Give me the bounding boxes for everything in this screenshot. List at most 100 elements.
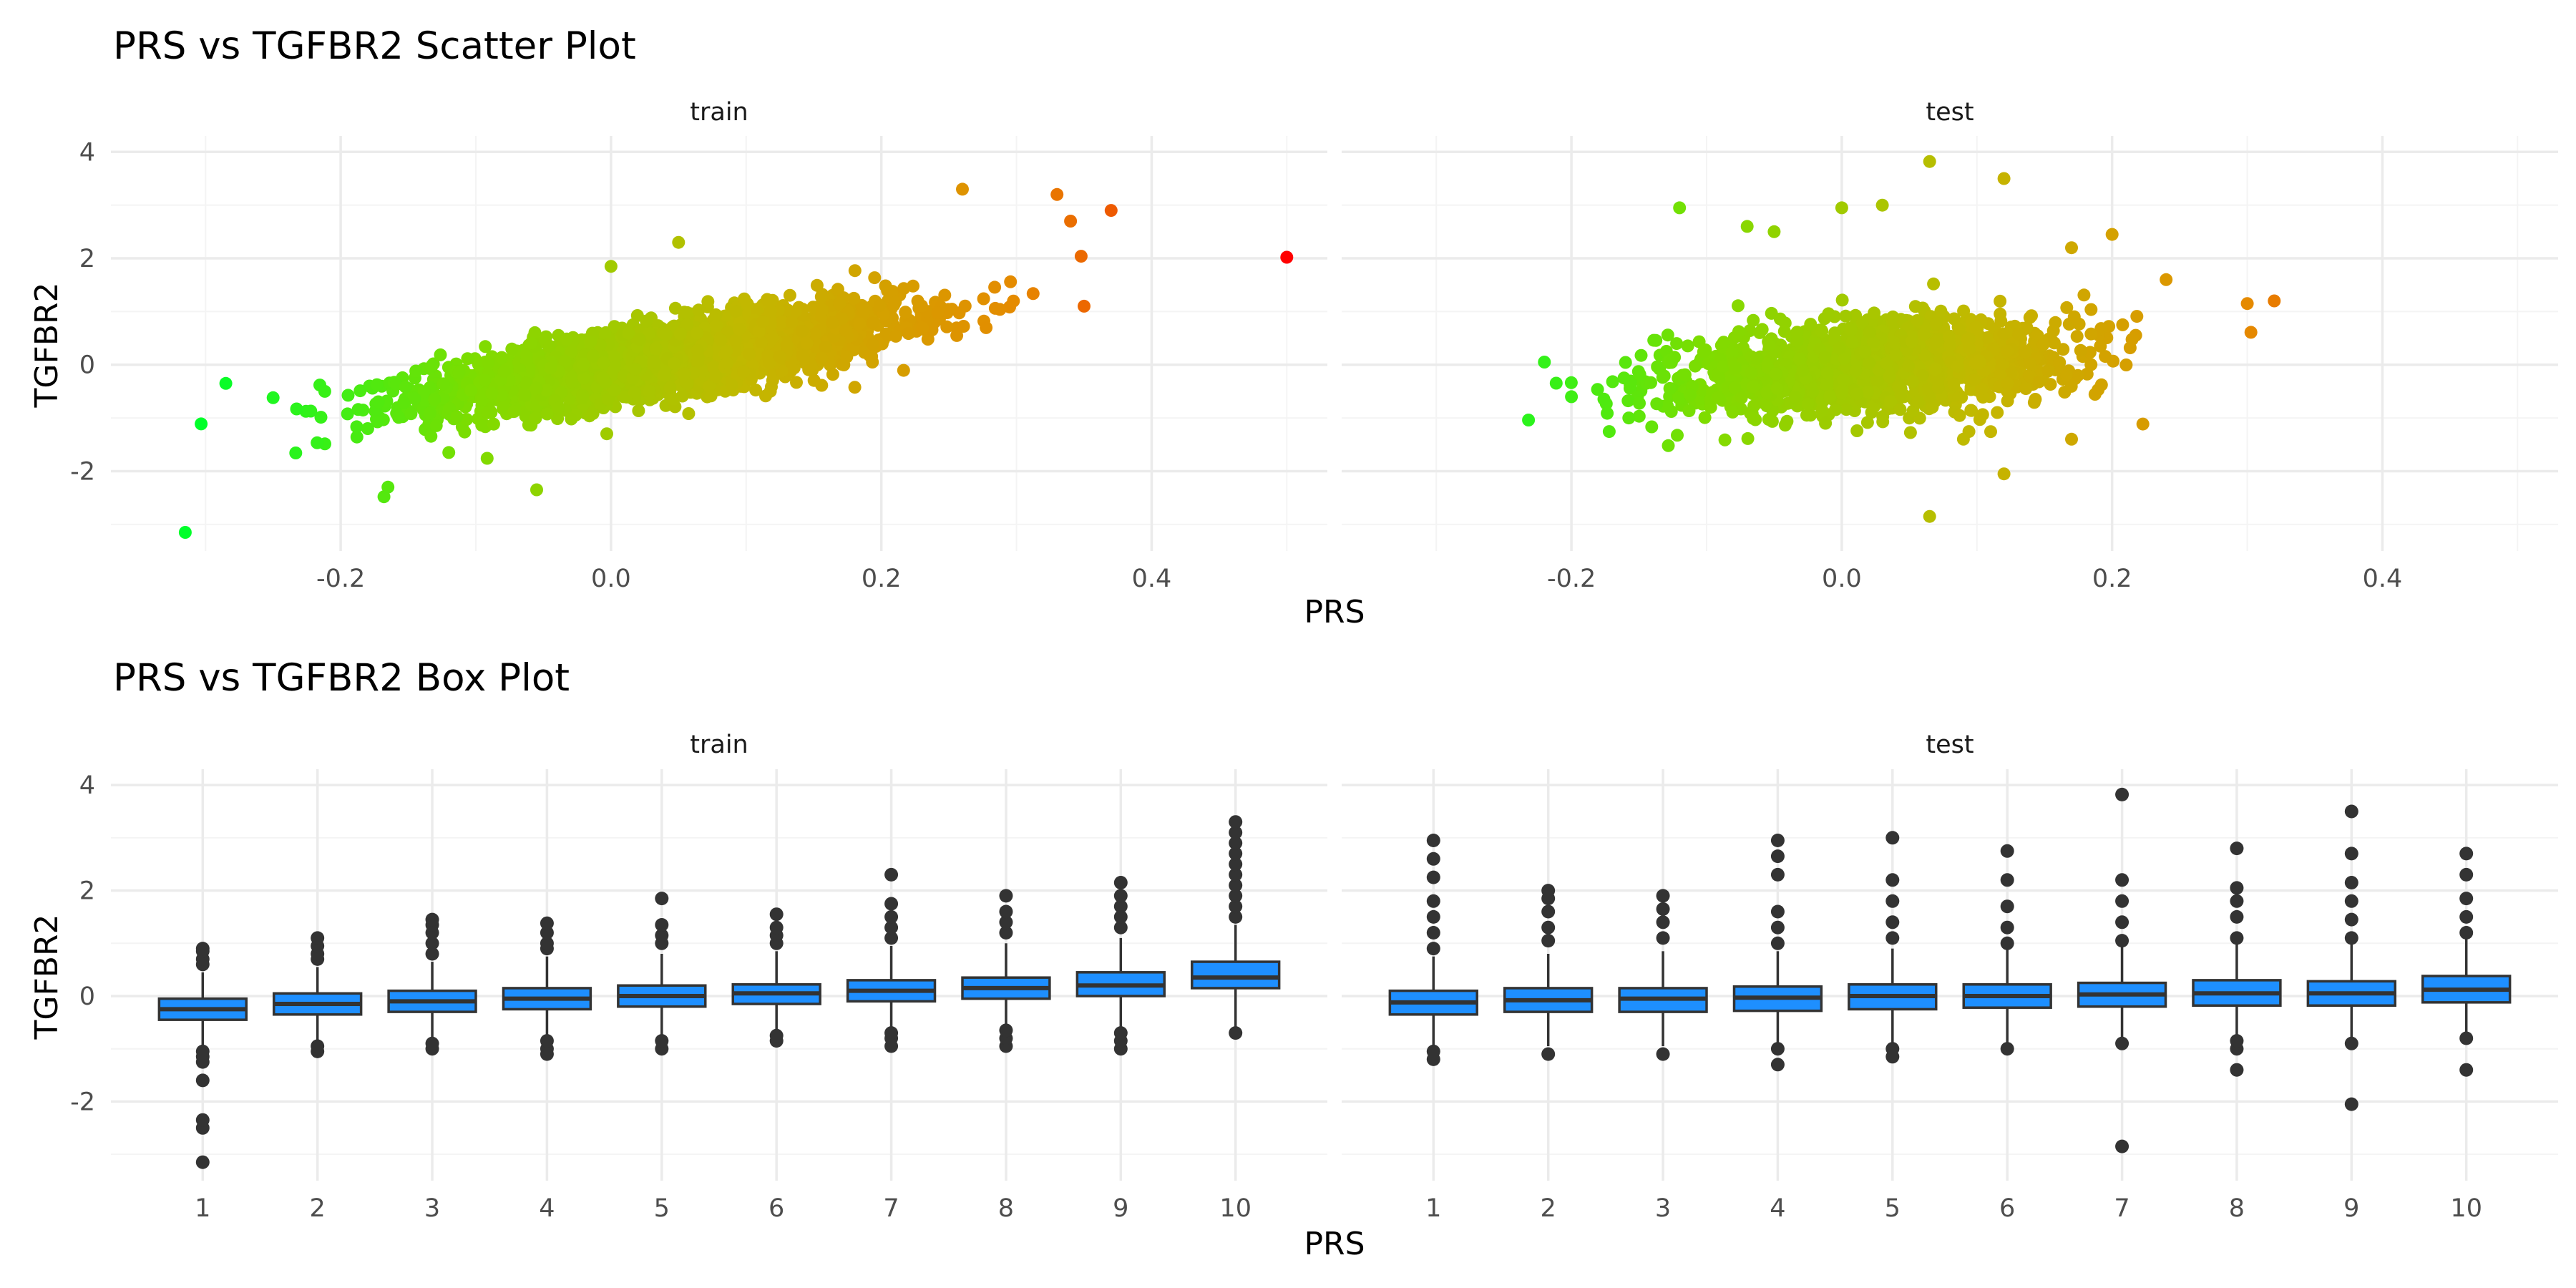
box-outlier (1229, 867, 1243, 882)
scatter-point (1840, 403, 1853, 416)
box-outlier (1229, 878, 1243, 892)
scatter-point (957, 320, 970, 333)
scatter-point (649, 342, 663, 356)
x-tick-label: 0.0 (1822, 565, 1862, 593)
scatter-point (371, 395, 385, 409)
scatter-point (2001, 376, 2014, 390)
y-tick-label: 0 (79, 982, 95, 1011)
scatter-point (2116, 318, 2129, 331)
scatter-panel-test: -0.2 0.0 0.2 0.4 (1342, 136, 2558, 593)
box-outlier (999, 1023, 1013, 1038)
x-tick-label: 10 (1219, 1194, 1252, 1223)
scatter-point (482, 356, 495, 369)
scatter-point (1718, 433, 1732, 447)
scatter-point (1997, 327, 2011, 341)
box-outlier (655, 1034, 669, 1048)
x-tick-label: 3 (424, 1194, 440, 1223)
scatter-point (558, 354, 572, 368)
scatter-point (916, 321, 930, 335)
scatter-point (1026, 287, 1040, 301)
scatter-point (1673, 201, 1687, 215)
scatter-point (2041, 364, 2054, 377)
box-outlier (1426, 894, 1440, 908)
scatter-point (988, 301, 1002, 315)
scatter-point (497, 365, 511, 378)
scatter-point (1633, 368, 1646, 381)
scatter-point (480, 452, 494, 465)
scatter-point (2240, 297, 2254, 311)
scatter-point (902, 327, 915, 341)
scatter-point (647, 355, 660, 369)
scatter-point (1975, 382, 1988, 396)
scatter-point (560, 332, 573, 346)
scatter-point (1601, 406, 1614, 420)
scatter-point (725, 379, 738, 392)
box-outlier (999, 915, 1013, 930)
scatter-point (2065, 432, 2078, 446)
scatter-point (1889, 336, 1903, 350)
scatter-point (1770, 382, 1784, 395)
scatter-point (659, 328, 673, 341)
x-tick-label: 9 (2343, 1194, 2359, 1223)
scatter-point (1606, 375, 1619, 389)
x-tick-label: 1 (195, 1194, 210, 1223)
scatter-point (1753, 326, 1767, 339)
scatter-point (350, 420, 364, 434)
scatter-point (756, 315, 770, 328)
scatter-point (417, 385, 431, 399)
scatter-point (720, 344, 733, 358)
scatter-point (1916, 369, 1929, 382)
scatter-point (1858, 345, 1872, 358)
scatter-point (785, 316, 799, 329)
scatter-point (1819, 416, 1833, 430)
scatter-point (1951, 360, 1964, 374)
scatter-point (601, 392, 615, 406)
scatter-point (2001, 344, 2014, 358)
scatter-point (729, 333, 743, 347)
box-outlier (1541, 884, 1556, 898)
scatter-point (1961, 333, 1974, 346)
scatter-point (423, 406, 436, 420)
scatter-point (1905, 335, 1918, 348)
scatter-point (519, 376, 532, 390)
scatter-point (1911, 396, 1925, 409)
scatter-point (1911, 314, 1924, 327)
scatter-point (452, 366, 466, 379)
scatter-point (737, 365, 751, 379)
scatter-point (667, 392, 680, 406)
scatter-point (628, 362, 642, 376)
scatter-point (1902, 359, 1916, 373)
scatter-point (1837, 373, 1850, 386)
scatter-point (1663, 381, 1677, 395)
scatter-point (1762, 338, 1776, 352)
scatter-point (2049, 316, 2062, 329)
scatter-point (1617, 371, 1631, 385)
box-outlier (1656, 931, 1670, 945)
x-tick-label: 7 (883, 1194, 899, 1223)
scatter-point (1790, 334, 1804, 348)
scatter-point (399, 380, 412, 394)
x-tick-label: 0.2 (862, 565, 902, 593)
scatter-point (1927, 277, 1941, 291)
box-outlier (884, 897, 899, 911)
scatter-point (1725, 346, 1739, 359)
box-outlier (769, 920, 784, 935)
scatter-point (2060, 301, 2074, 314)
x-tick-label: 3 (1655, 1194, 1671, 1223)
scatter-point (1956, 432, 1970, 446)
scatter-point (1064, 215, 1078, 228)
scatter-point (1828, 326, 1842, 340)
x-tick-label: -0.2 (316, 565, 365, 593)
scatter-point (1729, 361, 1742, 374)
scatter-point (897, 364, 910, 377)
scatter-point (1104, 204, 1118, 218)
x-tick-label: 5 (654, 1194, 670, 1223)
scatter-point (540, 407, 554, 421)
scatter-point (519, 409, 532, 423)
scatter-point (1984, 425, 1997, 439)
box-panel-test: 1 2 3 4 5 6 7 8 9 10 (1342, 769, 2558, 1223)
box-outlier (1426, 909, 1440, 924)
scatter-x-axis-title: PRS (1304, 594, 1365, 630)
scatter-point (1661, 328, 1674, 342)
scatter-point (475, 419, 489, 432)
